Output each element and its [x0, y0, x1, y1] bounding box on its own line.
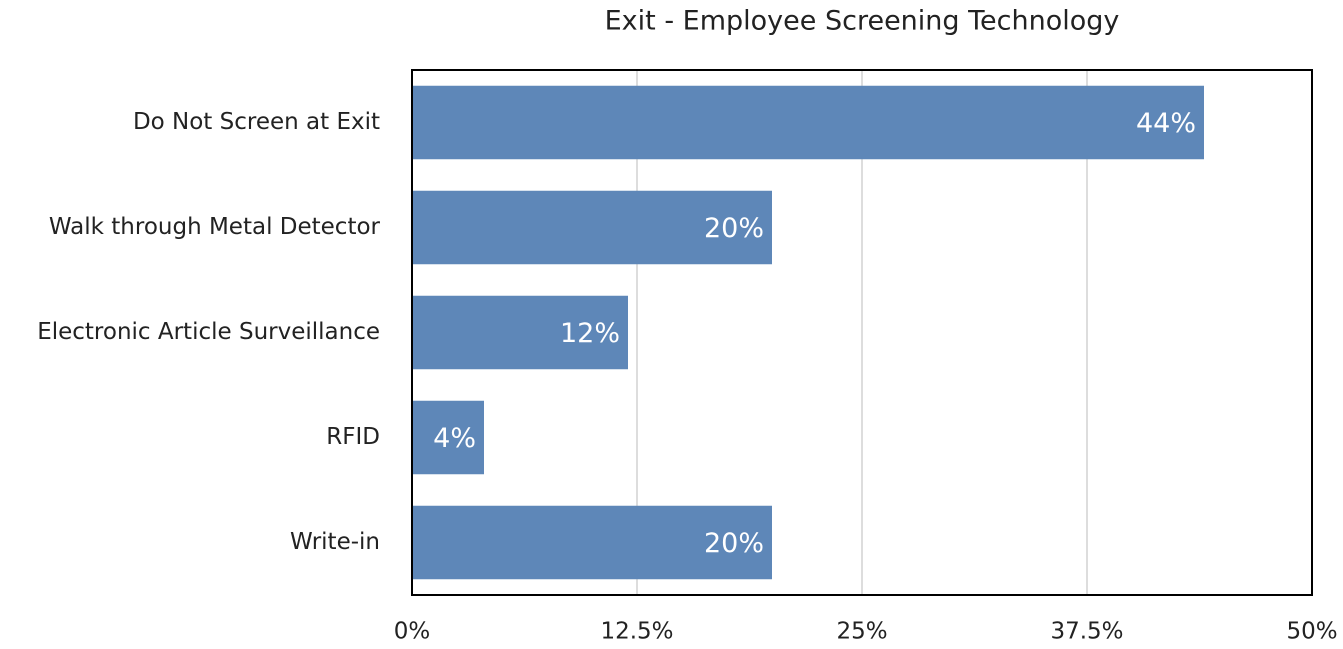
bar	[412, 400, 484, 475]
bar	[412, 295, 628, 370]
data-label: 20%	[704, 213, 764, 244]
bar	[412, 190, 772, 265]
x-tick-label: 25%	[836, 619, 887, 645]
data-label: 4%	[433, 423, 476, 454]
y-tick-label: Do Not Screen at Exit	[133, 109, 380, 135]
data-label: 20%	[704, 528, 764, 559]
bar	[412, 505, 772, 580]
chart-title: Exit - Employee Screening Technology	[605, 6, 1120, 37]
bar	[412, 85, 1204, 160]
x-tick-label: 50%	[1286, 619, 1337, 645]
x-tick-label: 0%	[394, 619, 431, 645]
y-tick-label: Write-in	[290, 529, 380, 555]
y-tick-label: Electronic Article Surveillance	[37, 319, 380, 345]
data-label: 44%	[1136, 108, 1196, 139]
plot-frame	[411, 69, 1313, 596]
y-tick-label: RFID	[326, 424, 380, 450]
y-tick-label: Walk through Metal Detector	[49, 214, 381, 240]
x-tick-label: 37.5%	[1050, 619, 1123, 645]
data-label: 12%	[560, 318, 620, 349]
x-tick-label: 12.5%	[600, 619, 673, 645]
